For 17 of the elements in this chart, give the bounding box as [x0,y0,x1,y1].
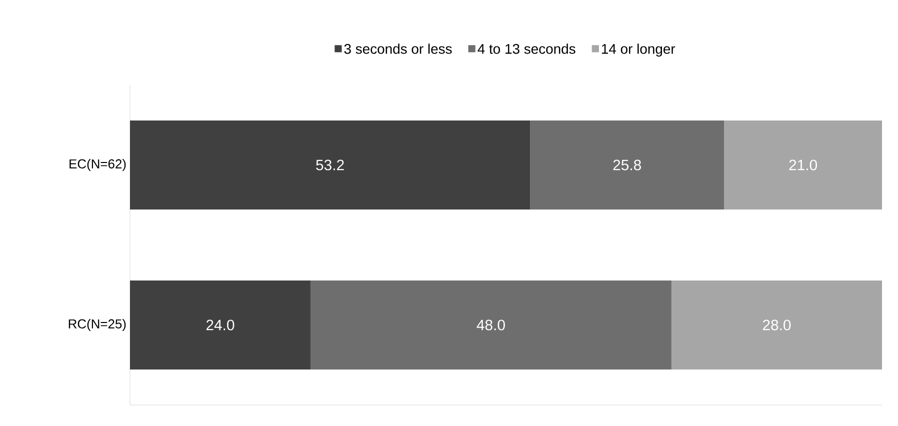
data-label: 48.0 [476,320,505,330]
y-tick-label: RC(N=25) [68,318,126,332]
legend-label: 3 seconds or less [344,44,452,54]
bar [310,280,672,370]
bar [130,120,530,210]
bar [530,120,724,210]
data-label: 25.8 [613,160,641,170]
y-tick-label: EC(N=62) [70,158,126,172]
data-label: 53.2 [316,160,344,170]
data-label: 24.0 [206,320,234,330]
data-label: 28.0 [762,320,791,330]
bar [671,280,882,370]
data-label: 21.0 [789,160,817,170]
bar [724,120,882,210]
legend-label: 14 or longer [602,44,676,57]
legend-label: 4 to 13 seconds [478,44,576,54]
bar [130,280,310,370]
